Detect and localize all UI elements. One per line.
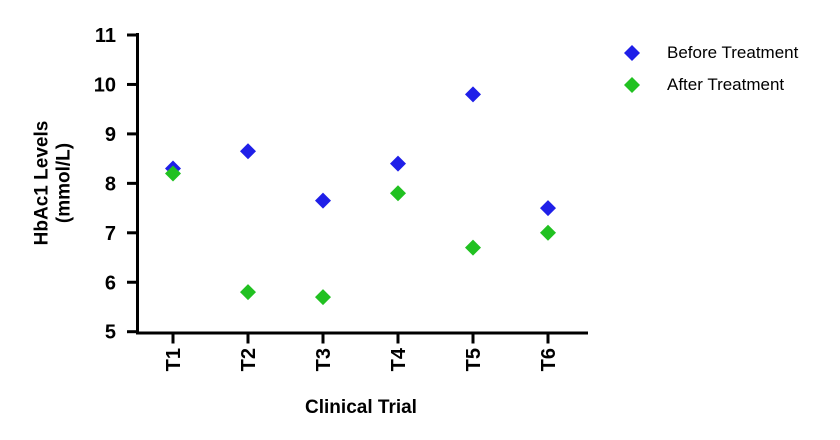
data-point-after-treatment-T5 — [465, 239, 481, 256]
x-tick-label: T2 — [238, 348, 260, 371]
legend-label: Before Treatment — [667, 43, 799, 62]
x-tick-label: T3 — [313, 348, 335, 371]
data-point-before-treatment-T6 — [540, 200, 556, 217]
x-tick-label: T5 — [463, 348, 485, 371]
data-point-after-treatment-T4 — [390, 185, 406, 202]
data-point-after-treatment-T6 — [540, 224, 556, 241]
x-tick-label: T4 — [388, 347, 410, 371]
legend: Before Treatment After Treatment — [624, 37, 798, 101]
y-tick-label: 8 — [105, 173, 116, 195]
legend-label: After Treatment — [667, 75, 785, 94]
data-point-before-treatment-T2 — [240, 143, 256, 160]
diamond-icon — [624, 45, 640, 61]
y-tick-label: 6 — [105, 272, 116, 294]
data-point-before-treatment-T4 — [390, 155, 406, 172]
legend-item-after-treatment: After Treatment — [624, 69, 798, 101]
data-point-before-treatment-T3 — [315, 192, 331, 209]
y-tick-label: 11 — [95, 25, 116, 47]
x-tick-label: T6 — [538, 348, 560, 371]
legend-item-before-treatment: Before Treatment — [624, 37, 798, 69]
y-axis-title-line: HbAc1 Levels — [32, 121, 53, 246]
data-point-after-treatment-T3 — [315, 289, 331, 306]
y-tick-label: 10 — [94, 74, 116, 96]
x-tick-label: T1 — [163, 348, 185, 371]
y-axis-title-line: (mmol/L) — [54, 143, 75, 223]
y-tick-label: 5 — [105, 322, 116, 344]
data-point-before-treatment-T5 — [465, 86, 481, 103]
x-axis-title: Clinical Trial — [305, 397, 417, 418]
y-tick-label: 9 — [105, 124, 116, 146]
diamond-icon — [624, 77, 640, 93]
y-tick-label: 7 — [105, 223, 116, 245]
data-point-after-treatment-T2 — [240, 284, 256, 301]
data-point-after-treatment-T1 — [165, 165, 181, 182]
